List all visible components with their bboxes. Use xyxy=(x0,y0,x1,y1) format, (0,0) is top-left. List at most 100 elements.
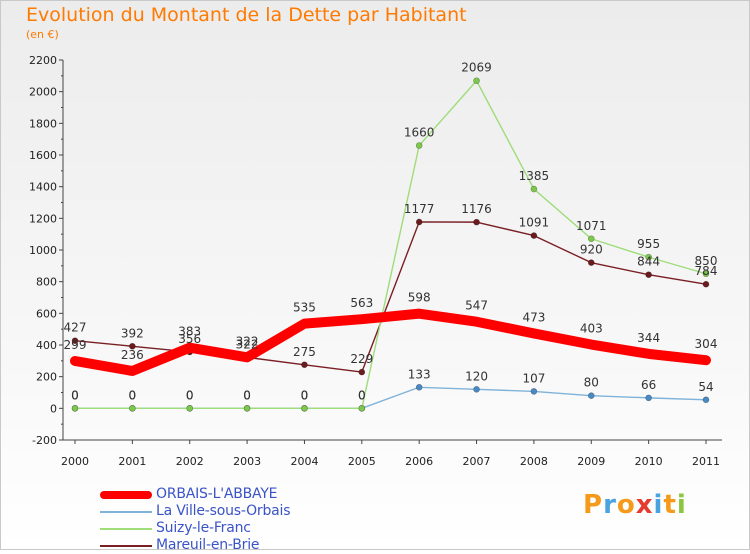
data-label-orbais-l-abbaye: 383 xyxy=(178,325,201,339)
data-label-mareuil-en-brie: 920 xyxy=(580,243,603,257)
data-label-la-ville-sous-orbais: 0 xyxy=(358,388,366,402)
series-layer xyxy=(70,77,711,412)
x-tick-label: 2005 xyxy=(348,455,376,468)
data-label-orbais-l-abbaye: 304 xyxy=(695,337,718,351)
data-label-suizy-le-franc: 850 xyxy=(695,254,718,268)
data-point-mareuil-en-brie xyxy=(645,271,652,279)
x-tick-label: 2009 xyxy=(577,455,605,468)
data-point-la-ville-sous-orbais xyxy=(645,394,652,402)
logo-letter: i xyxy=(676,490,687,520)
data-label-mareuil-en-brie: 1177 xyxy=(404,202,435,216)
x-tick-label: 2004 xyxy=(290,455,318,468)
data-label-mareuil-en-brie: 229 xyxy=(350,352,373,366)
data-label-orbais-l-abbaye: 403 xyxy=(580,322,603,336)
logo-letter: i xyxy=(653,490,664,520)
data-label-orbais-l-abbaye: 473 xyxy=(522,310,545,324)
data-label-mareuil-en-brie: 392 xyxy=(121,326,144,340)
data-labels: 427 392 356 322 275 229 1177 1176 1091 920 844 784 0… xyxy=(64,61,718,403)
data-label-la-ville-sous-orbais: 66 xyxy=(641,378,656,392)
data-point-suizy-le-franc xyxy=(186,405,194,412)
axes: -200020040060080010001200140016001800200… xyxy=(29,54,722,468)
data-point-suizy-le-franc xyxy=(415,142,423,149)
x-tick-label: 2007 xyxy=(463,455,491,468)
logo-letter: o xyxy=(616,490,636,520)
legend-label: La Ville-sous-Orbais xyxy=(156,503,291,519)
data-point-mareuil-en-brie xyxy=(301,361,308,369)
data-point-la-ville-sous-orbais xyxy=(473,386,480,393)
series-line-suizy-le-franc xyxy=(74,80,707,410)
x-tick-label: 2011 xyxy=(692,455,720,468)
y-tick-label: 800 xyxy=(36,276,57,289)
y-tick-label: 2000 xyxy=(29,86,57,99)
data-point-suizy-le-franc xyxy=(587,235,595,243)
data-label-mareuil-en-brie: 275 xyxy=(293,345,316,359)
y-tick-label: 1400 xyxy=(29,181,57,194)
y-tick-label: 200 xyxy=(36,371,57,384)
legend-label: Mareuil-en-Brie xyxy=(156,537,260,553)
data-label-suizy-le-franc: 1660 xyxy=(404,126,435,140)
data-label-suizy-le-franc: 1385 xyxy=(519,169,550,183)
data-label-suizy-le-franc: 1071 xyxy=(576,219,607,233)
data-label-mareuil-en-brie: 356 xyxy=(178,332,201,346)
data-label-suizy-le-franc: 2069 xyxy=(461,61,492,75)
x-tick-label: 2008 xyxy=(520,455,548,468)
data-label-la-ville-sous-orbais: 0 xyxy=(186,388,194,402)
data-label-la-ville-sous-orbais: 107 xyxy=(522,371,545,385)
data-label-orbais-l-abbaye: 322 xyxy=(236,334,259,348)
data-point-mareuil-en-brie xyxy=(415,218,423,226)
y-tick-label: 600 xyxy=(36,307,57,320)
logo-letter: x xyxy=(635,490,654,520)
data-point-mareuil-en-brie xyxy=(358,368,366,376)
data-label-orbais-l-abbaye: 236 xyxy=(121,348,144,362)
logo-letter: r xyxy=(603,490,617,520)
x-tick-label: 2002 xyxy=(176,455,204,468)
data-label-la-ville-sous-orbais: 0 xyxy=(129,388,137,402)
y-tick-label: 1600 xyxy=(29,149,57,162)
data-label-mareuil-en-brie: 427 xyxy=(64,321,87,335)
data-label-suizy-le-franc: 0 xyxy=(358,388,366,402)
data-point-la-ville-sous-orbais xyxy=(587,392,595,399)
x-tick-label: 2010 xyxy=(635,455,663,468)
x-tick-label: 2003 xyxy=(233,455,261,468)
data-point-suizy-le-franc xyxy=(71,405,79,412)
data-label-la-ville-sous-orbais: 80 xyxy=(584,376,599,390)
data-point-mareuil-en-brie xyxy=(71,337,79,345)
y-tick-label: 1200 xyxy=(29,212,57,225)
data-label-la-ville-sous-orbais: 0 xyxy=(243,388,251,402)
legend-label: ORBAIS-L'ABBAYE xyxy=(156,486,278,502)
x-tick-label: 2000 xyxy=(61,455,89,468)
data-point-la-ville-sous-orbais xyxy=(530,388,538,395)
chart-title: Evolution du Montant de la Dette par Hab… xyxy=(26,4,467,26)
data-label-orbais-l-abbaye: 598 xyxy=(408,291,431,305)
data-point-suizy-le-franc xyxy=(129,405,136,412)
data-point-mareuil-en-brie xyxy=(702,280,710,288)
legend-swatch xyxy=(100,545,152,547)
data-label-la-ville-sous-orbais: 120 xyxy=(465,369,488,383)
y-tick-label: -200 xyxy=(32,434,57,447)
data-label-mareuil-en-brie: 1176 xyxy=(461,202,492,216)
data-label-suizy-le-franc: 0 xyxy=(301,388,309,402)
data-point-la-ville-sous-orbais xyxy=(415,383,423,391)
data-point-suizy-le-franc xyxy=(645,253,652,261)
data-label-mareuil-en-brie: 322 xyxy=(236,337,259,351)
data-point-mareuil-en-brie xyxy=(587,259,595,266)
legend-swatch xyxy=(100,528,152,530)
data-label-mareuil-en-brie: 844 xyxy=(637,255,660,269)
y-tick-label: 1800 xyxy=(29,117,57,130)
data-point-mareuil-en-brie xyxy=(129,342,136,350)
legend-label: Suizy-le-Franc xyxy=(156,520,251,536)
data-label-suizy-le-franc: 0 xyxy=(71,388,79,402)
data-label-orbais-l-abbaye: 547 xyxy=(465,299,488,313)
proxiti-logo: Proxiti xyxy=(583,490,687,520)
data-label-suizy-le-franc: 0 xyxy=(186,388,194,402)
series-line-la-ville-sous-orbais xyxy=(74,386,707,410)
legend-swatch xyxy=(100,511,152,513)
legend-swatch xyxy=(100,491,152,499)
chart-subtitle: (en €) xyxy=(26,28,59,41)
x-tick-label: 2001 xyxy=(118,455,146,468)
data-label-la-ville-sous-orbais: 133 xyxy=(408,367,431,381)
data-label-orbais-l-abbaye: 563 xyxy=(350,296,373,310)
data-label-orbais-l-abbaye: 535 xyxy=(293,301,316,315)
data-label-suizy-le-franc: 0 xyxy=(129,388,137,402)
data-point-suizy-le-franc xyxy=(301,405,308,412)
